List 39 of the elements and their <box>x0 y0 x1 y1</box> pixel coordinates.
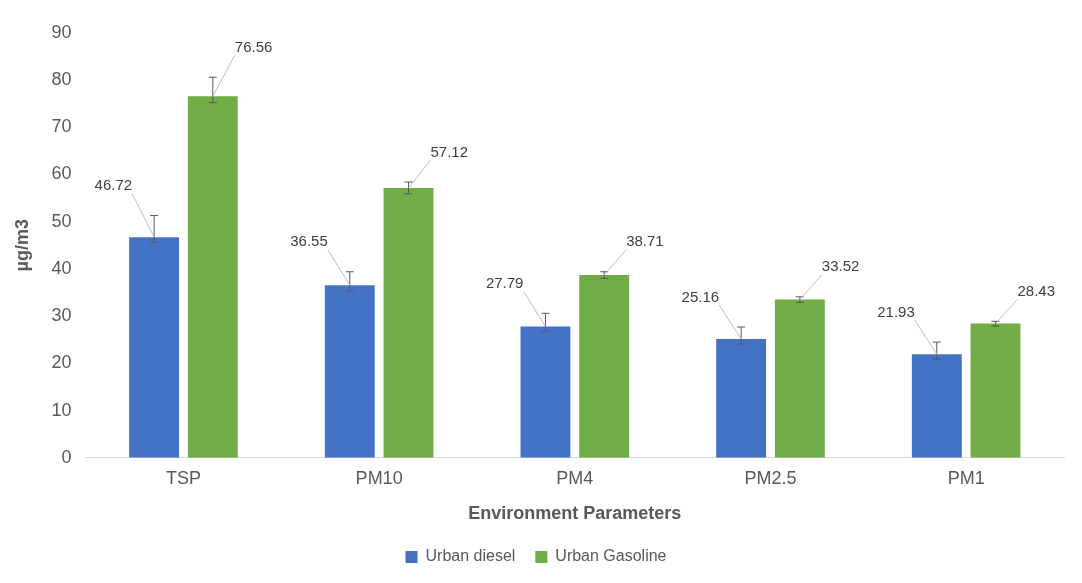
bar <box>520 326 571 458</box>
x-tick-label: PM4 <box>556 467 594 488</box>
bar <box>970 323 1021 458</box>
data-label: 33.52 <box>821 257 860 275</box>
bar <box>383 188 434 458</box>
data-label: 38.71 <box>626 232 664 250</box>
x-tick-label: PM2.5 <box>744 467 797 488</box>
x-tick-label: TSP <box>165 467 201 488</box>
y-tick-label: 60 <box>51 163 72 184</box>
bar <box>716 338 767 458</box>
x-tick-label: PM1 <box>947 467 985 488</box>
y-axis-title: µg/m3 <box>11 219 32 272</box>
data-label: 46.72 <box>94 176 133 194</box>
y-tick-label: 20 <box>51 352 72 373</box>
bar <box>324 285 375 458</box>
data-label: 21.93 <box>877 302 915 320</box>
bar <box>129 237 180 458</box>
x-tick-label: PM10 <box>355 467 403 488</box>
x-axis-title: Environment Parameters <box>468 503 682 524</box>
y-tick-label: 10 <box>51 399 72 420</box>
y-tick-label: 0 <box>61 446 72 467</box>
bar <box>911 354 962 458</box>
y-tick-label: 70 <box>51 116 72 137</box>
y-tick-label: 50 <box>51 210 72 231</box>
bar <box>774 299 825 458</box>
data-label: 27.79 <box>485 273 524 291</box>
y-tick-label: 80 <box>51 68 72 89</box>
data-label: 76.56 <box>234 37 273 55</box>
data-label: 57.12 <box>430 142 469 160</box>
legend-label: Urban diesel <box>425 547 516 565</box>
y-tick-label: 90 <box>51 21 72 42</box>
bar <box>187 96 238 458</box>
bar <box>579 275 630 458</box>
y-tick-label: 40 <box>51 257 72 278</box>
data-label: 25.16 <box>681 287 720 305</box>
data-label: 36.55 <box>290 232 328 250</box>
legend-label: Urban Gasoline <box>555 547 667 565</box>
y-tick-label: 30 <box>51 305 72 326</box>
data-label: 28.43 <box>1017 281 1056 299</box>
